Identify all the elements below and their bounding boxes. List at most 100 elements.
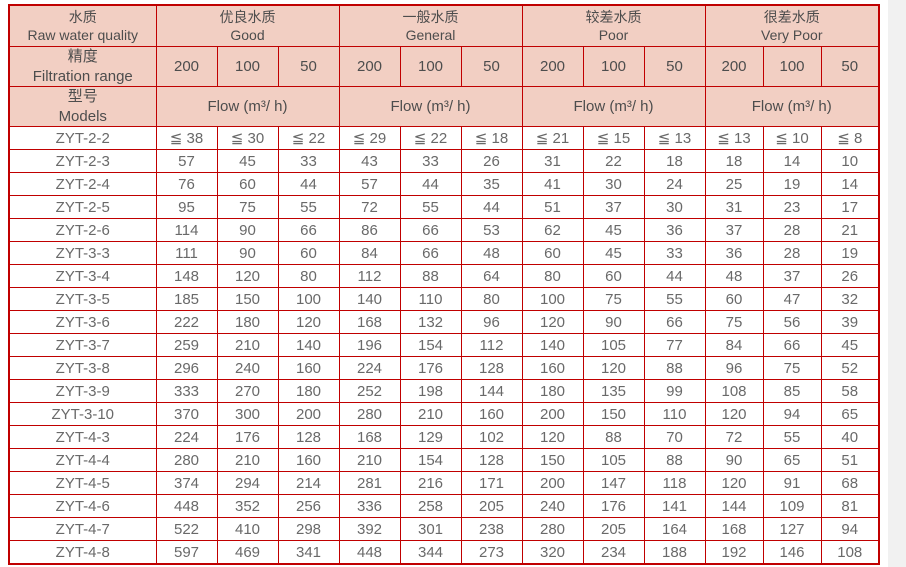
flow-value-cell: 120 [521,310,584,334]
flow-value-cell: 298 [277,517,340,541]
flow-value-cell: 14 [820,172,880,196]
flow-value-cell: 144 [460,379,523,403]
flow-value-cell: 70 [643,425,706,449]
flow-value-cell: 88 [399,264,462,288]
flow-value-cell: 65 [820,402,880,426]
table-row: ZYT-2-4 76 60 44 57 44 35 41 30 24 25 19 14 [8,172,880,196]
flow-value-cell: 120 [277,310,340,334]
filtration-value: 50 [643,46,706,87]
flow-value-cell: 88 [643,356,706,380]
flow-value-cell: 280 [155,448,218,472]
flow-value-cell: 48 [704,264,764,288]
flow-value-cell: 154 [399,333,462,357]
flow-value-cell: 200 [277,402,340,426]
flow-value-cell: 296 [155,356,218,380]
model-cell: ZYT-2-3 [8,149,157,173]
flow-value-cell: 120 [582,356,645,380]
flow-value-cell: 30 [582,172,645,196]
filtration-value: 50 [820,46,880,87]
flow-value-cell: 128 [460,448,523,472]
flow-value-cell: 222 [155,310,218,334]
flow-value-cell: 37 [762,264,822,288]
flow-value-cell: 128 [277,425,340,449]
flow-value-cell: 90 [216,218,279,242]
quality-group-header-general: 一般水质 General [338,4,523,47]
flow-value-cell: 110 [399,287,462,311]
model-cell: ZYT-3-6 [8,310,157,334]
flow-value-cell: 76 [155,172,218,196]
flow-value-cell: 180 [521,379,584,403]
flow-value-cell: 48 [460,241,523,265]
flow-value-cell: 128 [460,356,523,380]
flow-value-cell: 18 [704,149,764,173]
flow-value-cell: 88 [643,448,706,472]
flow-value-cell: 216 [399,471,462,495]
flow-value-cell: 341 [277,540,340,565]
flow-value-cell: 150 [216,287,279,311]
flow-value-cell: 39 [820,310,880,334]
flow-value-cell: 52 [820,356,880,380]
flow-value-cell: ≦ 13 [643,126,706,150]
flow-value-cell: 205 [460,494,523,518]
flow-value-cell: ≦ 22 [277,126,340,150]
flow-value-cell: 75 [704,310,764,334]
model-cell: ZYT-4-8 [8,540,157,565]
flow-value-cell: 33 [643,241,706,265]
flow-value-cell: 68 [820,471,880,495]
quality-group-en: General [405,27,456,43]
table-row: ZYT-4-8 597 469 341 448 344 273 320 234 188 192 146… [8,540,880,565]
flow-value-cell: 66 [399,241,462,265]
filtration-range-header: 精度 Filtration range [8,46,157,87]
flow-value-cell: ≦ 8 [820,126,880,150]
flow-value-cell: 60 [277,241,340,265]
flow-value-cell: 21 [820,218,880,242]
flow-value-cell: 164 [643,517,706,541]
flow-value-cell: 280 [338,402,401,426]
filtration-value: 200 [704,46,764,87]
flow-label: Flow (m³/ h) [521,86,706,127]
flow-value-cell: 258 [399,494,462,518]
models-header: 型号 Models [8,86,157,127]
filtration-value: 100 [216,46,279,87]
flow-value-cell: 99 [643,379,706,403]
table-row: ZYT-3-7 259 210 140 196 154 112 140 105 77 84 66 45 [8,333,880,357]
flow-value-cell: 210 [338,448,401,472]
flow-value-cell: 44 [460,195,523,219]
flow-value-cell: 55 [643,287,706,311]
flow-value-cell: 45 [820,333,880,357]
model-cell: ZYT-3-4 [8,264,157,288]
flow-value-cell: 33 [277,149,340,173]
flow-value-cell: 374 [155,471,218,495]
flow-value-cell: 154 [399,448,462,472]
flow-value-cell: 90 [216,241,279,265]
flow-value-cell: 141 [643,494,706,518]
flow-value-cell: 150 [582,402,645,426]
flow-value-cell: 146 [762,540,822,565]
flow-value-cell: ≦ 13 [704,126,764,150]
flow-value-cell: 60 [582,264,645,288]
flow-value-cell: 100 [277,287,340,311]
flow-value-cell: 60 [704,287,764,311]
flow-value-cell: 44 [277,172,340,196]
flow-value-cell: 45 [216,149,279,173]
flow-value-cell: 112 [338,264,401,288]
filtration-value: 50 [277,46,340,87]
flow-value-cell: 60 [521,241,584,265]
flow-value-cell: 112 [460,333,523,357]
flow-value-cell: 24 [643,172,706,196]
flow-value-cell: 30 [643,195,706,219]
flow-value-cell: 80 [277,264,340,288]
flow-value-cell: 127 [762,517,822,541]
model-cell: ZYT-3-7 [8,333,157,357]
flow-value-cell: 66 [399,218,462,242]
table-row: ZYT-2-5 95 75 55 72 55 44 51 37 30 31 23 17 [8,195,880,219]
flow-value-cell: 200 [521,471,584,495]
flow-value-cell: 168 [338,310,401,334]
flow-value-cell: 270 [216,379,279,403]
header-row-quality: 水质 Raw water quality 优良水质 Good 一般水质 Gene… [8,4,880,47]
flow-value-cell: 301 [399,517,462,541]
flow-value-cell: 22 [582,149,645,173]
header-row-models: 型号 Models Flow (m³/ h) Flow (m³/ h) Flow… [8,86,880,127]
flow-value-cell: 45 [582,218,645,242]
